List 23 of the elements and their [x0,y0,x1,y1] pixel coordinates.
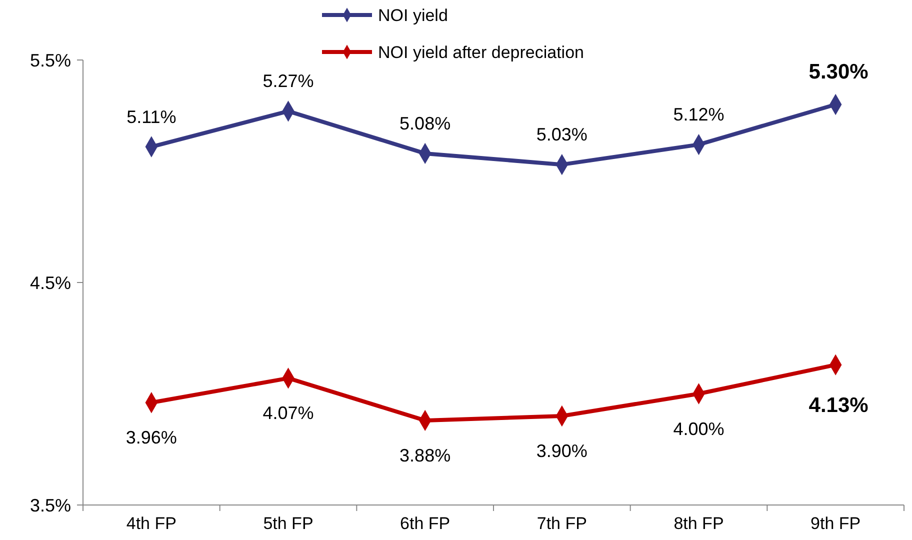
x-tick-label: 7th FP [536,514,587,533]
data-label: 3.90% [536,441,588,461]
legend-label: NOI yield [378,6,448,25]
x-tick-label: 9th FP [810,514,861,533]
y-tick-label: 5.5% [30,50,71,70]
data-label: 4.00% [673,418,724,439]
data-label: 4.13% [808,394,869,417]
x-tick-label: 8th FP [674,514,724,533]
data-label: 5.12% [673,104,724,125]
data-label: 3.96% [126,428,177,448]
x-tick-label: 5th FP [263,514,314,533]
data-label: 5.03% [536,124,588,145]
data-label: 5.11% [126,106,176,127]
data-label: 5.27% [262,71,314,92]
y-tick-label: 3.5% [30,495,71,516]
y-tick-label: 4.5% [30,272,71,293]
x-tick-label: 6th FP [400,514,450,533]
x-tick-label: 4th FP [126,514,176,533]
data-label: 5.08% [400,113,451,134]
legend-label: NOI yield after depreciation [378,42,584,62]
data-label: 5.30% [808,60,869,84]
data-label: 3.88% [400,445,451,466]
data-label: 4.07% [262,403,314,424]
